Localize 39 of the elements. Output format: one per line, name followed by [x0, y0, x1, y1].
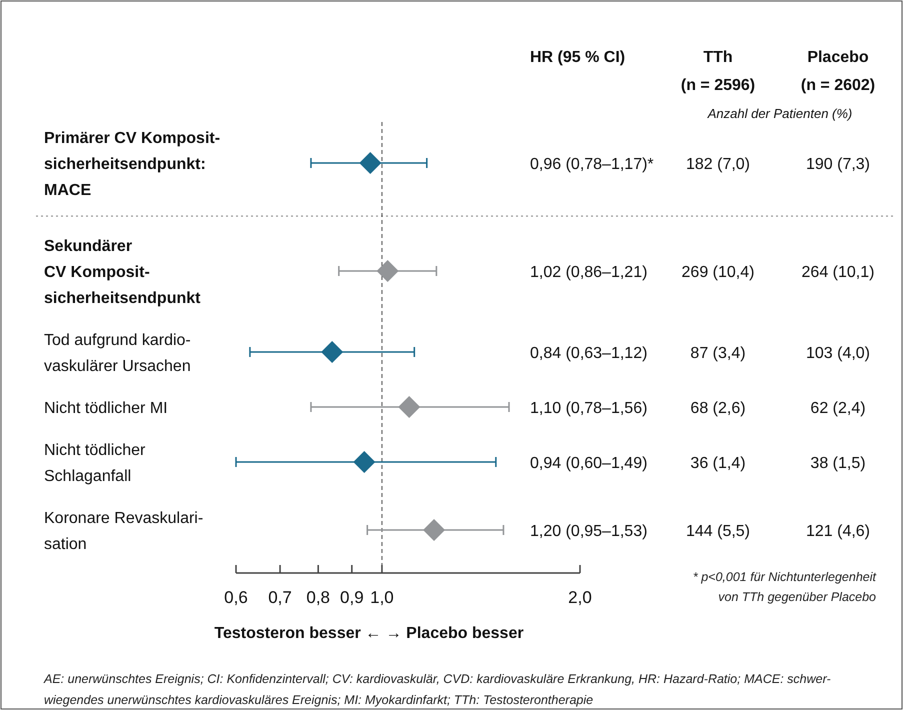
y-tick-label: Koronare Revaskulari- sation — [44, 510, 204, 553]
text: * p<0,001 für Nichtunterlegenheit von TTh gegenüber Placebo — [692, 570, 877, 604]
y-tick-label: Nicht tödlicher Schlaganfall — [44, 442, 146, 485]
text: HR (95 % CI) — [530, 49, 626, 66]
x-tick-label: 0,7 — [268, 588, 292, 607]
text: (n = 2602) — [800, 77, 876, 94]
y-tick-label: Primärer CV Komposit- sicherheitsendpunkt: MACE — [44, 130, 220, 199]
annotation: 0,94 (0,60–1,49) — [530, 455, 648, 472]
text: Anzahl der Patienten (%) — [706, 106, 852, 121]
y-tick-label: Tod aufgrund kardio- vaskulärer Ursachen — [44, 332, 191, 375]
x-axis-title: Testosteron besser ← → Placebo besser — [214, 625, 524, 642]
x-tick-label: 1,0 — [370, 588, 394, 607]
y-tick-label: Sekundärer CV Komposit- sicherheitsendpunkt — [44, 238, 202, 307]
text: 144 (5,5) — [686, 523, 750, 540]
text: TTh — [703, 49, 733, 66]
y-tick-label: Nicht tödlicher MI — [44, 400, 168, 417]
annotation: 1,02 (0,86–1,21) — [530, 264, 648, 281]
text: (n = 2596) — [680, 77, 756, 94]
annotation: 1,20 (0,95–1,53) — [530, 523, 648, 540]
x-tick-label: 0,6 — [224, 588, 248, 607]
text: 68 (2,6) — [690, 400, 746, 417]
text: 38 (1,5) — [810, 455, 866, 472]
text: 269 (10,4) — [682, 264, 754, 281]
text: 36 (1,4) — [690, 455, 746, 472]
x-tick-label: 0,8 — [306, 588, 330, 607]
text: 87 (3,4) — [690, 345, 746, 362]
text: 264 (10,1) — [802, 264, 874, 281]
annotation: 0,84 (0,63–1,12) — [530, 345, 648, 362]
text: 103 (4,0) — [806, 345, 870, 362]
text: 62 (2,4) — [810, 400, 866, 417]
text: Placebo — [807, 49, 869, 66]
annotation: 0,96 (0,78–1,17)* — [530, 156, 654, 173]
x-tick-label: 2,0 — [568, 588, 592, 607]
text: AE: unerwünschtes Ereignis; CI: Konfidenzintervall; CV: kardiovaskulär, CVD: kardiovaskuläre Erkrankung, HR: Hazard-Ratio; MACE: schwer- wiegendes unerwünschtes kardiovaskuläres Ereignis; MI: Myokardinfarkt; TTh: Testosterontherapie — [43, 672, 831, 707]
x-tick-label: 0,9 — [340, 588, 364, 607]
text: 182 (7,0) — [686, 156, 750, 173]
text: 190 (7,3) — [806, 156, 870, 173]
text: 121 (4,6) — [806, 523, 870, 540]
annotation: 1,10 (0,78–1,56) — [530, 400, 648, 417]
